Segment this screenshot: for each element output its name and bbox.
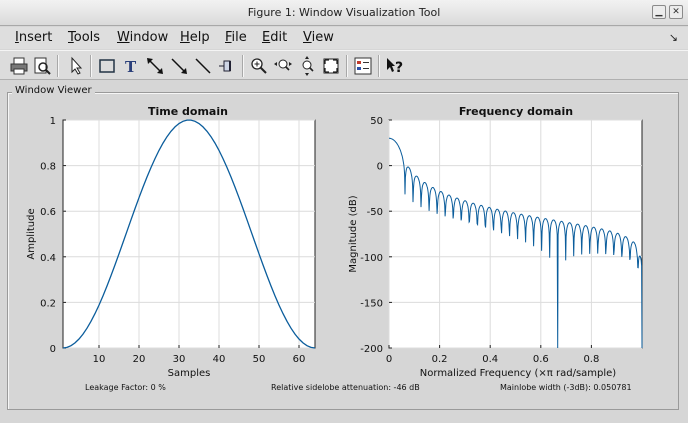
menu-tools[interactable]: Tools	[68, 30, 101, 45]
time-ytick-label: 0.6	[40, 207, 56, 218]
freq-xtick-label: 0.6	[533, 354, 549, 365]
toolbar-separator	[346, 55, 348, 77]
zoom-in-icon[interactable]	[248, 55, 270, 77]
toolbar-separator	[378, 55, 380, 77]
double-arrow-icon[interactable]	[144, 55, 166, 77]
time-ticks: 10 20 30 40 50 60 0 0.2 0.4 0.6 0.8 1	[40, 116, 305, 365]
pin-icon[interactable]	[216, 55, 238, 77]
menu-insert[interactable]: Insert	[15, 30, 53, 45]
window-viewer-panel	[7, 92, 679, 410]
menu-file[interactable]: File	[225, 30, 247, 45]
freq-xtick-label: 0.8	[583, 354, 599, 365]
time-xtick-label: 40	[213, 354, 226, 365]
toolbar-separator	[90, 55, 92, 77]
mainlobe-width-text: Mainlobe width (-3dB): 0.050781	[500, 383, 632, 392]
time-xtick-label: 20	[133, 354, 146, 365]
rectangle-icon[interactable]	[96, 55, 118, 77]
legend-icon[interactable]	[352, 55, 374, 77]
text-icon[interactable]: T	[120, 55, 142, 77]
time-ytick-label: 1	[50, 116, 56, 127]
title-bar: Figure 1: Window Visualization Tool ▁ ✕	[0, 0, 688, 26]
window-title: Figure 1: Window Visualization Tool	[247, 6, 441, 19]
line-icon[interactable]	[192, 55, 214, 77]
freq-ticks: 0 0.2 0.4 0.6 0.8 50 0 -50 -100 -150 -200	[360, 116, 599, 365]
time-domain-title: Time domain	[148, 105, 228, 118]
freq-grid	[388, 119, 642, 349]
select-arrow-icon[interactable]	[65, 55, 87, 77]
freq-xtick-label: 0.4	[482, 354, 498, 365]
time-xlabel: Samples	[168, 368, 211, 379]
toolbar-separator	[242, 55, 244, 77]
freq-axes-box	[388, 119, 643, 349]
time-ytick-label: 0.2	[40, 298, 56, 309]
freq-ytick-label: -50	[367, 207, 383, 218]
time-domain-plot[interactable]: Time domain 10 20 30 40 50 60 0 0.2 0.4 0.6 0.8 1 S…	[20, 100, 330, 385]
time-ytick-label: 0	[50, 344, 56, 355]
time-xtick-label: 10	[93, 354, 106, 365]
full-view-icon[interactable]	[320, 55, 342, 77]
time-axes-box	[62, 119, 316, 349]
svg-text:?: ?	[395, 60, 403, 76]
toolbar-separator	[57, 55, 59, 77]
time-domain-curve	[62, 119, 316, 349]
freq-ylabel: Magnitude (dB)	[348, 195, 359, 272]
freq-ytick-label: -150	[360, 298, 383, 309]
leakage-factor-text: Leakage Factor: 0 %	[85, 383, 166, 392]
menu-window[interactable]: Window	[117, 30, 169, 45]
print-preview-icon[interactable]	[31, 55, 53, 77]
freq-ytick-label: -200	[360, 344, 383, 355]
dock-icon[interactable]: ↘	[668, 31, 678, 44]
freq-xtick-label: 0.2	[432, 354, 448, 365]
toolbar: T ?	[0, 50, 688, 80]
time-ytick-label: 0.4	[40, 253, 56, 264]
freq-xlabel: Normalized Frequency (×π rad/sample)	[420, 368, 617, 379]
frequency-domain-plot[interactable]: Frequency domain 0 0.2 0.4 0.6 0.8 50 0 -50 -100…	[340, 100, 660, 385]
panel-title: Window Viewer	[12, 85, 95, 96]
menu-bar: Insert Tools Window Help File Edit View …	[0, 27, 688, 49]
freq-ytick-label: 50	[370, 116, 383, 127]
time-xtick-label: 30	[173, 354, 186, 365]
time-xtick-label: 50	[253, 354, 266, 365]
freq-ytick-label: -100	[360, 253, 383, 264]
time-ylabel: Amplitude	[26, 208, 37, 259]
sidelobe-attenuation-text: Relative sidelobe attenuation: -46 dB	[271, 383, 420, 392]
time-grid	[63, 119, 315, 349]
zoom-y-icon[interactable]	[296, 55, 318, 77]
arrow-icon[interactable]	[168, 55, 190, 77]
menu-edit[interactable]: Edit	[262, 30, 288, 45]
minimize-button[interactable]: ▁	[652, 5, 666, 19]
time-ytick-label: 0.8	[40, 162, 56, 173]
svg-text:T: T	[125, 58, 137, 76]
menu-view[interactable]: View	[303, 30, 334, 45]
freq-ytick-label: 0	[377, 162, 383, 173]
zoom-x-icon[interactable]	[272, 55, 294, 77]
frequency-domain-title: Frequency domain	[459, 105, 573, 118]
print-icon[interactable]	[8, 55, 30, 77]
frequency-domain-curve	[389, 137, 643, 349]
time-xtick-label: 60	[293, 354, 306, 365]
freq-xtick-label: 0	[386, 354, 392, 365]
menu-help[interactable]: Help	[180, 30, 210, 45]
whats-this-help-icon[interactable]: ?	[384, 55, 406, 77]
close-button[interactable]: ✕	[669, 5, 683, 19]
